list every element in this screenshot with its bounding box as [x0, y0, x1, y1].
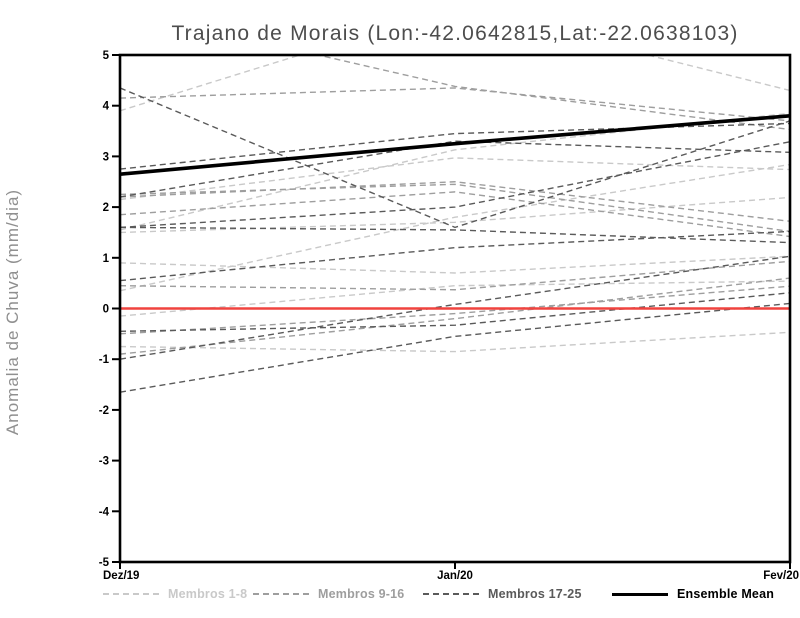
series-layer [120, 55, 790, 393]
member-line [120, 141, 790, 229]
x-tick-label: Dez/19 [103, 570, 139, 582]
dashed-line-sample-medium [253, 593, 309, 595]
x-tick-label: Jan/20 [437, 570, 473, 582]
member-line [120, 157, 790, 201]
x-tick-label: Fev/20 [763, 570, 799, 582]
member-line [120, 285, 790, 335]
y-tick-label: -5 [99, 557, 110, 569]
legend-label: Membros 9-16 [318, 587, 405, 601]
dashed-line-sample-light [103, 593, 159, 595]
legend-label: Membros 17-25 [488, 587, 582, 601]
dashed-line-sample-dark [423, 593, 479, 595]
member-line [120, 112, 790, 231]
ensemble-mean-line [120, 114, 790, 176]
legend-item-ensemble-mean: Ensemble Mean [612, 586, 774, 602]
y-tick-label: 2 [103, 202, 109, 214]
legend-item-membros-17-25: Membros 17-25 [423, 586, 582, 602]
member-line [120, 183, 790, 233]
legend-item-membros-1-8: Membros 1-8 [103, 586, 247, 602]
member-line [120, 196, 790, 234]
member-line [315, 55, 790, 131]
member-line [120, 226, 790, 244]
member-line [120, 87, 790, 122]
y-tick-label: 3 [103, 151, 109, 163]
y-tick-label: 0 [103, 304, 109, 316]
y-tick-label: -1 [99, 354, 110, 366]
member-line [120, 140, 790, 198]
member-line [120, 331, 790, 353]
member-line [120, 181, 790, 222]
y-tick-label: 1 [103, 253, 110, 265]
chart-title: Trajano de Morais (Lon:-42.0642815,Lat:-… [171, 22, 739, 45]
legend: Membros 1-8 Membros 9-16 Membros 17-25 E… [0, 586, 800, 608]
y-tick-label: -4 [99, 506, 110, 518]
legend-label: Membros 1-8 [168, 587, 248, 601]
member-line [120, 260, 790, 291]
y-tick-label: 4 [103, 101, 110, 113]
y-tick-label: 5 [103, 50, 110, 62]
member-line [120, 55, 790, 112]
member-line [120, 122, 790, 170]
member-line [120, 230, 790, 282]
solid-line-sample [612, 592, 668, 596]
member-line [120, 277, 790, 355]
legend-item-membros-9-16: Membros 9-16 [253, 586, 404, 602]
member-line [120, 163, 790, 292]
member-line [120, 280, 790, 317]
y-tick-label: -3 [99, 456, 109, 468]
member-line [120, 255, 790, 360]
member-line [120, 87, 790, 229]
y-tick-label: -2 [99, 405, 109, 417]
member-line [120, 191, 790, 238]
member-line [120, 302, 790, 393]
legend-label: Ensemble Mean [677, 587, 775, 601]
member-line [120, 292, 790, 333]
